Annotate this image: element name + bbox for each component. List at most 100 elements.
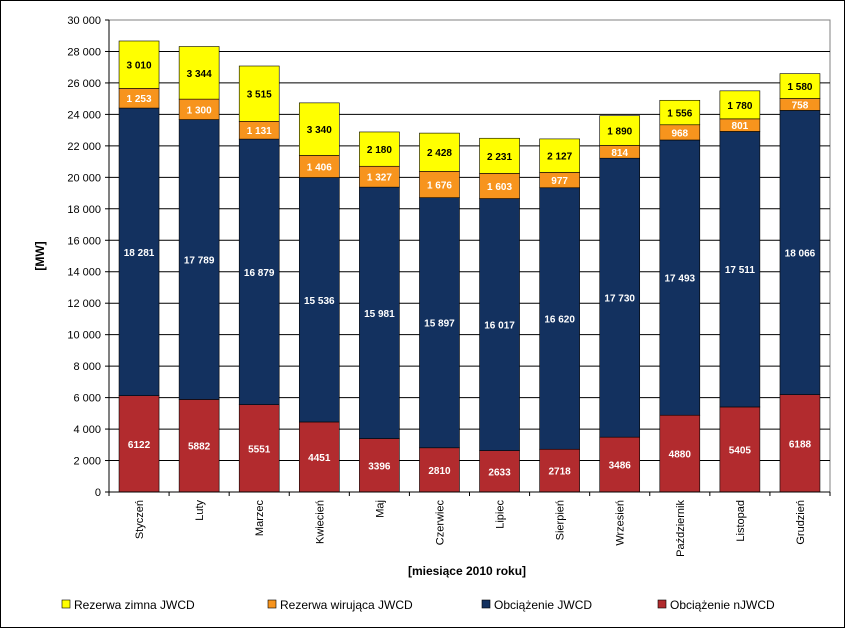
y-tick-label: 8 000: [73, 361, 101, 373]
bar-segment-obciazenie-jwcd: [539, 187, 580, 450]
data-label: 5551: [248, 444, 271, 455]
x-tick-label: Kwiecień: [314, 500, 326, 544]
y-tick-label: 30 000: [67, 15, 101, 27]
data-label: 1 603: [487, 182, 512, 193]
data-label: 3 010: [127, 61, 152, 72]
x-tick-label: Styczeń: [134, 500, 146, 539]
bar-segment-obciazenie-jwcd: [298, 177, 340, 423]
bar-segment-rezerwa-zimna-jwcd: [118, 40, 160, 89]
data-label: 2 127: [547, 152, 572, 163]
data-label: 17 730: [604, 294, 635, 305]
data-label: 6188: [789, 439, 812, 450]
legend-label: Rezerwa zimna JWCD: [74, 598, 195, 612]
x-tick-label: Marzec: [254, 500, 266, 537]
bar-segment-obciazenie-njwcd: [118, 395, 160, 493]
data-label: 4880: [669, 450, 692, 461]
y-tick-label: 4 000: [73, 424, 101, 436]
bars: 6122 18 281 1 253 3 010 5882 17 789 1 300 3 344…: [118, 40, 821, 493]
x-axis-label: [miesiące 2010 roku]: [408, 564, 526, 578]
data-label: 15 536: [304, 296, 335, 307]
data-label: 758: [792, 100, 809, 111]
bar-segment-rezerwa-zimna-jwcd: [419, 132, 460, 172]
data-label: 2 428: [427, 148, 452, 159]
data-label: 5405: [729, 445, 752, 456]
bar-segment-rezerwa-zimna-jwcd: [178, 46, 220, 100]
data-label: 15 981: [364, 309, 395, 320]
data-label: 2633: [488, 467, 511, 478]
bar-segment-obciazenie-njwcd: [779, 394, 821, 493]
y-axis-ticks: 0 2 000 4 000 6 000 8 000 10 000 12 000 14 000 1…: [67, 15, 109, 499]
data-label: 18 066: [785, 249, 816, 260]
bar-segment-rezerwa-zimna-jwcd: [659, 99, 701, 126]
legend-label: Obciążenie JWCD: [494, 598, 592, 612]
y-axis-label: [MW]: [33, 241, 47, 270]
legend: Rezerwa zimna JWCD Rezerwa wirująca JWCD O…: [61, 598, 775, 612]
data-label: 3 515: [247, 90, 272, 101]
data-label: 18 281: [124, 248, 155, 259]
data-label: 1 676: [427, 180, 452, 191]
x-tick-label: Maj: [374, 500, 386, 518]
data-label: 15 897: [424, 319, 455, 330]
bar-segment-rezerwa-zimna-jwcd: [539, 138, 580, 173]
bar-segment-rezerwa-zimna-jwcd: [599, 115, 641, 146]
data-label: 2810: [428, 466, 451, 477]
data-label: 801: [732, 121, 749, 132]
bar-segment-obciazenie-njwcd: [719, 406, 761, 493]
x-tick-label: Listopad: [735, 500, 747, 542]
data-label: 2718: [549, 467, 572, 478]
legend-item: Rezerwa wirująca JWCD: [267, 598, 413, 612]
bar-segment-rezerwa-zimna-jwcd: [298, 102, 340, 156]
data-label: 1 131: [247, 126, 272, 137]
data-label: 1 406: [307, 162, 332, 173]
data-label: 1 300: [187, 105, 212, 116]
legend-item: Rezerwa zimna JWCD: [61, 598, 195, 612]
bar-segment-obciazenie-njwcd: [539, 448, 580, 493]
legend-swatch: [267, 599, 277, 609]
bar-segment-rezerwa-zimna-jwcd: [238, 65, 280, 122]
y-tick-label: 24 000: [67, 109, 101, 121]
y-tick-label: 10 000: [67, 330, 101, 342]
data-label: 1 253: [127, 94, 152, 105]
bar-segment-obciazenie-jwcd: [779, 110, 821, 395]
data-label: 968: [671, 128, 688, 139]
data-label: 2 231: [487, 152, 512, 163]
bar-segment-obciazenie-jwcd: [359, 186, 400, 439]
data-label: 17 511: [725, 265, 755, 276]
bar-segment-rezerwa-wirujaca-jwcd: [479, 173, 520, 199]
data-label: 3 344: [187, 69, 212, 80]
data-label: 1 556: [667, 109, 692, 120]
x-tick-label: Czerwiec: [434, 500, 446, 546]
data-label: 1 780: [727, 101, 752, 112]
y-tick-label: 26 000: [67, 78, 101, 90]
bar-segment-obciazenie-jwcd: [479, 198, 520, 451]
y-tick-label: 28 000: [67, 46, 101, 58]
bar-segment-obciazenie-njwcd: [659, 414, 701, 493]
data-label: 17 789: [184, 256, 215, 267]
legend-item: Obciążenie nJWCD: [657, 598, 775, 612]
data-label: 3396: [368, 461, 391, 472]
bar-segment-obciazenie-jwcd: [659, 139, 701, 416]
data-label: 16 017: [484, 321, 515, 332]
data-label: 16 620: [544, 314, 575, 325]
gridlines: [109, 50, 830, 462]
x-tick-label: Grudzień: [795, 500, 807, 545]
bar-segment-obciazenie-njwcd: [238, 404, 280, 493]
legend-swatch: [657, 599, 667, 609]
y-tick-label: 0: [95, 487, 101, 499]
x-tick-label: Wrzesień: [615, 500, 627, 546]
data-label: 814: [611, 148, 628, 159]
bar-segment-obciazenie-jwcd: [178, 119, 220, 400]
data-label: 1 580: [787, 82, 812, 93]
y-tick-label: 22 000: [67, 141, 101, 153]
data-label: 5882: [188, 442, 211, 453]
bar-segment-rezerwa-zimna-jwcd: [359, 131, 400, 167]
y-tick-label: 18 000: [67, 204, 101, 216]
bar-segment-obciazenie-jwcd: [238, 138, 280, 405]
x-axis-ticks: Styczeń Luty Marzec Kwiecień Maj Czerwiec Lipi…: [108, 492, 831, 557]
bar-segment-obciazenie-jwcd: [118, 107, 160, 396]
y-tick-label: 16 000: [67, 235, 101, 247]
x-tick-label: Październik: [675, 500, 687, 557]
legend-swatch: [481, 599, 491, 609]
data-label: 977: [551, 176, 568, 187]
